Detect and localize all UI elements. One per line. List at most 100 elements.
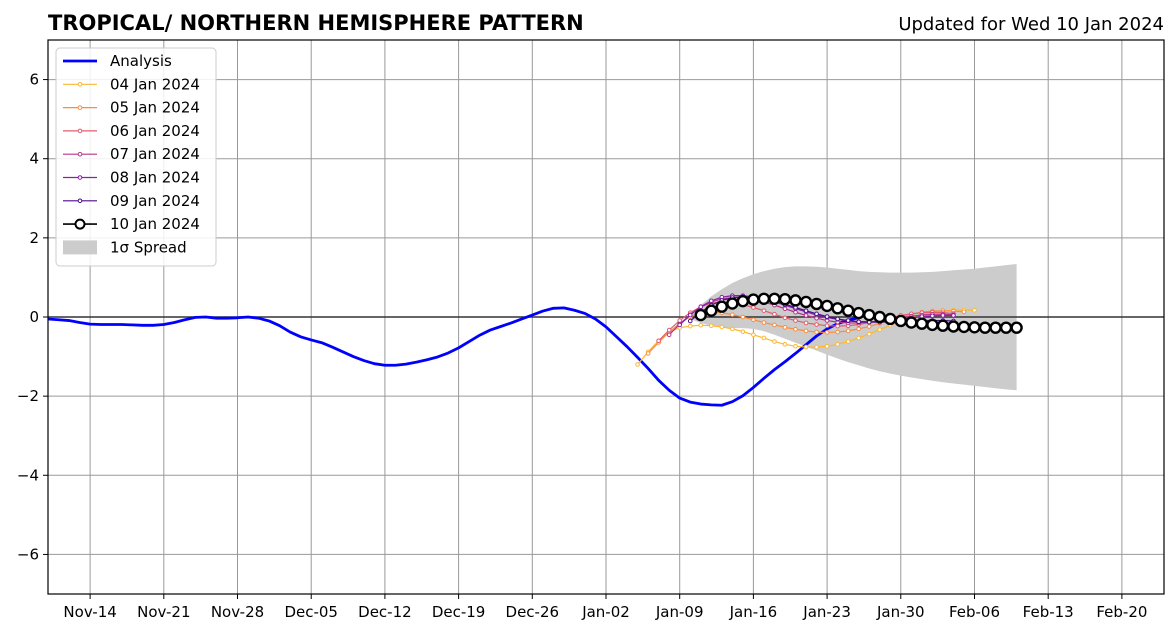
- forecast-point: [751, 317, 756, 323]
- chart-title: TROPICAL/ NORTHERN HEMISPHERE PATTERN: [48, 11, 584, 35]
- forecast-point: [751, 332, 756, 338]
- forecast-point: [810, 297, 823, 311]
- forecast-point: [793, 309, 798, 315]
- legend-label-forecast: 06 Jan 2024: [110, 122, 200, 140]
- x-tick-label: Jan-02: [581, 603, 630, 621]
- forecast-point: [782, 306, 788, 311]
- forecast-point: [793, 318, 798, 323]
- forecast-point: [814, 344, 819, 350]
- forecast-point: [835, 329, 840, 335]
- forecast-point: [894, 314, 907, 328]
- legend-label-spread: 1σ Spread: [110, 238, 187, 256]
- forecast-point: [772, 311, 777, 317]
- legend-swatch-marker: [77, 151, 83, 157]
- forecast-point: [698, 304, 704, 310]
- forecast-point: [705, 304, 718, 317]
- legend-label-analysis: Analysis: [110, 52, 172, 70]
- forecast-point: [799, 295, 813, 309]
- forecast-point: [793, 326, 798, 332]
- y-tick-label: 2: [29, 229, 39, 247]
- forecast-point: [803, 308, 809, 313]
- forecast-point: [814, 322, 819, 327]
- y-tick-label: 4: [29, 150, 39, 168]
- forecast-point: [957, 320, 971, 334]
- legend: Analysis 04 Jan 2024 05 Jan 2024 06 Jan 202…: [55, 47, 217, 267]
- forecast-point: [730, 326, 735, 332]
- forecast-point: [782, 315, 788, 321]
- forecast-point: [820, 299, 834, 313]
- x-tick-label: Feb-06: [949, 603, 1000, 621]
- forecast-point: [866, 331, 872, 337]
- forecast-point: [856, 335, 861, 341]
- updated-label: Updated for Wed 10 Jan 2024: [898, 14, 1164, 35]
- legend-swatch-marker: [77, 198, 83, 204]
- forecast-point: [947, 320, 960, 333]
- forecast-point: [905, 316, 918, 329]
- forecast-point: [761, 308, 767, 313]
- forecast-point: [694, 308, 707, 322]
- forecast-point: [803, 320, 809, 326]
- x-tick-label: Jan-23: [802, 603, 851, 621]
- forecast-point: [845, 339, 851, 344]
- y-tick-label: 0: [29, 308, 39, 326]
- forecast-point: [708, 323, 714, 329]
- forecast-point: [687, 318, 693, 324]
- forecast-point: [666, 332, 672, 338]
- forecast-point: [740, 314, 746, 320]
- forecast-point: [940, 313, 946, 318]
- forecast-point: [803, 313, 809, 318]
- forecast-point: [951, 313, 956, 318]
- forecast-point: [635, 362, 640, 367]
- forecast-point: [814, 329, 819, 335]
- forecast-point: [863, 308, 876, 322]
- forecast-point: [856, 319, 861, 325]
- forecast-point: [824, 343, 830, 349]
- legend-swatch-marker: [77, 105, 83, 110]
- forecast-point: [708, 298, 714, 304]
- forecast-point: [835, 316, 840, 322]
- forecast-point: [845, 328, 851, 334]
- forecast-point: [873, 310, 886, 324]
- forecast-point: [972, 307, 977, 313]
- x-tick-label: Dec-19: [432, 603, 486, 621]
- forecast-point: [793, 343, 798, 349]
- forecast-point: [645, 351, 651, 356]
- legend-swatch-marker: [77, 82, 83, 87]
- forecast-point: [1010, 321, 1023, 334]
- legend-swatch-marker: [77, 175, 83, 180]
- legend-box: [55, 47, 217, 267]
- forecast-line: [668, 297, 954, 336]
- forecast-point: [884, 312, 897, 326]
- x-tick-label: Nov-21: [137, 603, 190, 621]
- series-layer: [47, 292, 1023, 407]
- forecast-point: [831, 302, 844, 315]
- forecast-point: [968, 321, 981, 334]
- forecast-point: [666, 327, 672, 333]
- legend-label-forecast: 10 Jan 2024: [110, 215, 200, 233]
- forecast-point: [978, 321, 992, 334]
- forecast-point: [789, 294, 802, 307]
- analysis-line: [47, 306, 859, 407]
- legend-swatch-spread: [63, 240, 97, 255]
- forecast-point: [835, 323, 840, 329]
- legend-label-forecast: 05 Jan 2024: [110, 99, 200, 117]
- forecast-point: [852, 306, 865, 320]
- forecast-point: [782, 342, 788, 347]
- forecast-point: [772, 322, 777, 328]
- legend-label-forecast: 08 Jan 2024: [110, 169, 200, 187]
- forecast-point: [761, 335, 767, 341]
- forecast-point: [930, 313, 935, 319]
- forecast-point: [926, 318, 939, 332]
- forecast-point: [761, 320, 767, 325]
- forecast-point: [757, 292, 771, 305]
- forecast-point: [687, 312, 693, 318]
- forecast-point: [856, 326, 861, 332]
- forecast-point: [824, 314, 830, 319]
- forecast-point: [715, 300, 729, 313]
- x-tick-label: Jan-09: [655, 603, 704, 621]
- forecast-point: [877, 327, 883, 332]
- forecast-point: [824, 323, 830, 329]
- forecast-point: [936, 319, 950, 332]
- forecast-point: [778, 292, 792, 306]
